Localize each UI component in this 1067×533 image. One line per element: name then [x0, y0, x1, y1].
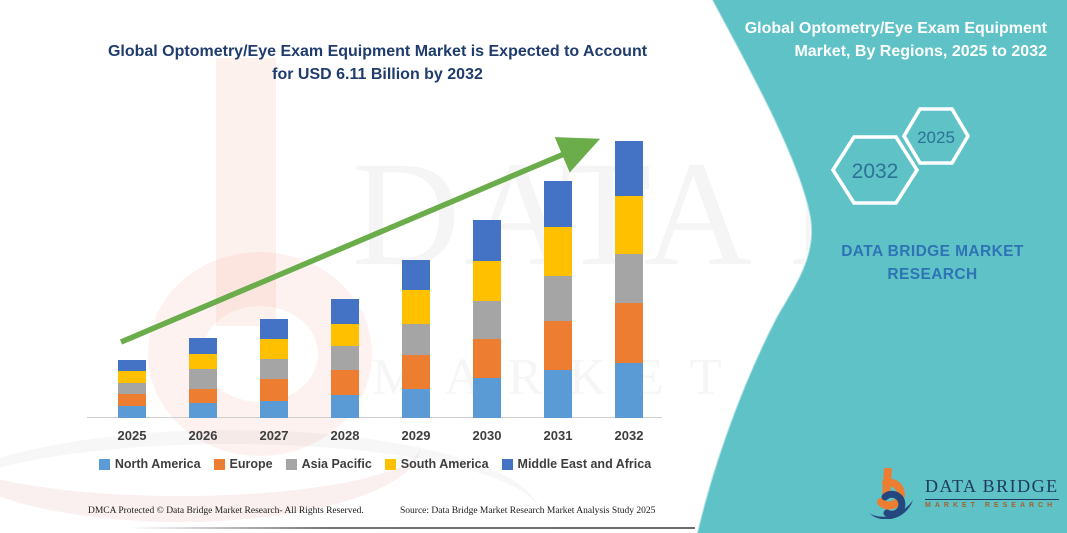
segment-europe-2027: [260, 379, 288, 402]
segment-europe-2026: [189, 388, 217, 403]
hexagon-badges: 2032 2025: [830, 107, 971, 205]
segment-asia-pacific-2029: [402, 323, 430, 356]
segment-south-america-2029: [402, 289, 430, 324]
databridge-logo-text: DATA BRIDGE MARKET RESEARCH: [925, 475, 1059, 510]
legend-label-north-america: North America: [114, 457, 201, 471]
segment-europe-2028: [331, 370, 359, 396]
hexagon-2032-label: 2032: [852, 160, 899, 183]
legend-swatch-europe: [213, 458, 225, 470]
x-tick-2032: 2032: [614, 428, 644, 443]
segment-asia-pacific-2030: [473, 300, 501, 339]
segment-middle-east-and-africa-2026: [189, 338, 217, 354]
footer-dmca-text: DMCA Protected © Data Bridge Market Rese…: [88, 506, 364, 516]
footer-divider-line: [130, 527, 695, 529]
segment-europe-2031: [544, 321, 572, 371]
x-tick-2026: 2026: [188, 428, 218, 443]
x-tick-2027: 2027: [259, 428, 289, 443]
legend-item-south-america: South America: [384, 457, 489, 471]
x-tick-2031: 2031: [543, 428, 573, 443]
logo-subtitle: MARKET RESEARCH: [925, 502, 1057, 510]
databridge-logo-icon: [869, 467, 913, 519]
databridge-logo: DATA BRIDGE MARKET RESEARCH: [868, 467, 1059, 519]
legend: North America Europe Asia Pacific South Ame…: [85, 457, 665, 471]
segment-north-america-2032: [615, 362, 643, 418]
growth-trend-arrow: [119, 137, 601, 345]
x-tick-2028: 2028: [330, 428, 360, 443]
hexagon-2025-badge: 2025: [901, 107, 971, 165]
legend-label-asia-pacific: Asia Pacific: [301, 457, 372, 471]
segment-europe-2032: [615, 302, 643, 363]
legend-item-middle-east-and-africa: Middle East and Africa: [501, 457, 652, 471]
segment-europe-2029: [402, 355, 430, 389]
logo-divider: [925, 498, 1059, 501]
segment-middle-east-and-africa-2025: [118, 359, 146, 371]
legend-swatch-middle-east-and-africa: [501, 458, 513, 470]
right-panel-title: Global Optometry/Eye Exam Equipment Mark…: [744, 20, 1047, 60]
segment-north-america-2029: [402, 388, 430, 418]
bar-2025: [118, 359, 146, 418]
chart-title: Global Optometry/Eye Exam Equipment Mark…: [107, 43, 648, 84]
legend-swatch-south-america: [384, 458, 396, 470]
hexagon-2025-label: 2025: [917, 128, 955, 147]
segment-south-america-2025: [118, 370, 146, 383]
segment-europe-2030: [473, 338, 501, 378]
segment-europe-2025: [118, 394, 146, 407]
x-tick-2030: 2030: [472, 428, 502, 443]
legend-swatch-asia-pacific: [285, 458, 297, 470]
x-tick-2025: 2025: [117, 428, 147, 443]
legend-label-middle-east-and-africa: Middle East and Africa: [517, 457, 652, 471]
legend-label-south-america: South America: [400, 457, 489, 471]
legend-item-asia-pacific: Asia Pacific: [285, 457, 372, 471]
bar-2027: [260, 319, 288, 418]
segment-south-america-2030: [473, 260, 501, 301]
x-tick-2029: 2029: [401, 428, 431, 443]
segment-north-america-2025: [118, 406, 146, 418]
segment-middle-east-and-africa-2028: [331, 298, 359, 324]
segment-north-america-2030: [473, 377, 501, 418]
bar-2029: [402, 260, 430, 418]
brand-wordmark-text: DATA BRIDGE MARKET RESEARCH: [841, 243, 1024, 284]
segment-asia-pacific-2028: [331, 345, 359, 371]
segment-south-america-2026: [189, 353, 217, 369]
x-axis-line: [87, 417, 662, 418]
bar-2030: [473, 219, 501, 418]
segment-asia-pacific-2032: [615, 253, 643, 303]
legend-swatch-north-america: [98, 458, 110, 470]
segment-north-america-2028: [331, 395, 359, 418]
bar-2031: [544, 180, 572, 418]
hexagon-2032-badge: 2032: [830, 135, 920, 205]
logo-name: DATA BRIDGE: [925, 475, 1059, 496]
segment-north-america-2031: [544, 370, 572, 418]
segment-asia-pacific-2025: [118, 382, 146, 395]
segment-south-america-2027: [260, 339, 288, 360]
segment-north-america-2027: [260, 401, 288, 418]
legend-item-europe: Europe: [213, 457, 273, 471]
legend-item-north-america: North America: [98, 457, 201, 471]
bar-2026: [189, 338, 217, 418]
segment-middle-east-and-africa-2032: [615, 141, 643, 197]
footer-source-text: Source: Data Bridge Market Research Mark…: [400, 506, 656, 516]
segment-asia-pacific-2026: [189, 368, 217, 389]
bar-2028: [331, 298, 359, 418]
segment-middle-east-and-africa-2027: [260, 319, 288, 340]
legend-label-europe: Europe: [229, 457, 273, 471]
segment-south-america-2032: [615, 196, 643, 254]
bar-2032: [615, 141, 643, 418]
segment-asia-pacific-2031: [544, 275, 572, 322]
segment-middle-east-and-africa-2031: [544, 180, 572, 227]
segment-middle-east-and-africa-2030: [473, 219, 501, 261]
segment-south-america-2028: [331, 323, 359, 346]
segment-asia-pacific-2027: [260, 359, 288, 380]
segment-north-america-2026: [189, 403, 217, 418]
segment-middle-east-and-africa-2029: [402, 260, 430, 290]
segment-south-america-2031: [544, 226, 572, 276]
